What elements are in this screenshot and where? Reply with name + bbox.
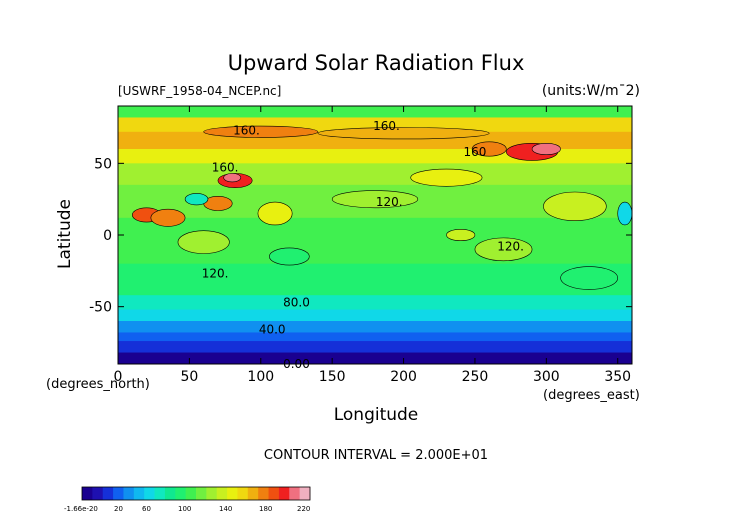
contour-label: 120. <box>202 267 229 281</box>
colorbar-swatch <box>175 487 187 500</box>
field-feature <box>446 228 476 242</box>
y-unit-label: (degrees_north) <box>46 377 150 392</box>
field-feature <box>331 190 419 209</box>
field-feature <box>203 125 319 138</box>
y-tick-label: -50 <box>89 300 112 316</box>
plot-area: 160. 160. 160. 160 120. 120. 120. 80.0 40.0 0.00 <box>117 105 633 371</box>
colorbar-label: 60 <box>142 505 151 513</box>
colorbar-swatch <box>164 487 176 500</box>
x-tick-label: 150 <box>319 369 346 385</box>
colorbar-swatch <box>196 487 207 500</box>
x-tick-label: 350 <box>604 369 631 385</box>
field-feature <box>177 230 230 254</box>
field-feature <box>560 266 619 290</box>
contour-label: 40.0 <box>259 323 286 337</box>
field-feature <box>223 173 242 183</box>
colorbar-swatch <box>92 487 104 500</box>
colorbar-label: 100 <box>178 505 191 513</box>
field-feature <box>474 237 533 262</box>
lat-band <box>118 263 632 296</box>
lat-band <box>118 106 632 118</box>
x-axis: 0 50 100 150 200 250 300 350 <box>114 106 631 385</box>
colorbar-swatch <box>289 487 301 500</box>
contour-labels: 160. 160. 160. 160 120. 120. 120. 80.0 40.0 0.00 <box>202 119 524 371</box>
lat-band <box>118 321 632 333</box>
units-label: (units:W/m¯2) <box>542 83 640 99</box>
lat-band <box>118 341 632 354</box>
colorbar-swatch <box>133 487 145 500</box>
chart-title: Upward Solar Radiation Flux <box>228 51 525 75</box>
y-axis-title: Latitude <box>55 199 75 269</box>
x-tick-label: 200 <box>390 369 417 385</box>
field-feature <box>410 168 483 187</box>
field-feature <box>317 127 490 140</box>
x-tick-label: 50 <box>180 369 198 385</box>
colorbar-swatch <box>113 487 124 500</box>
colorbar-label: 180 <box>259 505 272 513</box>
colorbar-label: 220 <box>297 505 310 513</box>
colorbar-label: 140 <box>219 505 232 513</box>
field-feature <box>543 191 607 221</box>
colorbar-swatch <box>258 487 270 500</box>
colorbar-swatch <box>144 487 156 500</box>
field-feature <box>184 193 209 206</box>
lat-band <box>118 295 632 311</box>
field-feature <box>269 247 310 266</box>
colorbar-swatch <box>278 487 290 500</box>
colorbar-swatch <box>102 487 114 500</box>
contour-label: 120. <box>497 239 524 253</box>
field-feature <box>150 208 186 227</box>
lat-band <box>118 163 632 186</box>
contour-label: 120. <box>376 195 403 209</box>
colorbar-frame <box>81 486 311 501</box>
file-label: [USWRF_1958-04_NCEP.nc] <box>118 84 281 98</box>
colorbar-label: -1.66e-20 <box>64 505 98 513</box>
colorbar-swatch <box>206 487 218 500</box>
x-unit-label: (degrees_east) <box>543 388 640 403</box>
field-feature <box>531 142 561 156</box>
y-axis: -50 0 50 <box>89 156 632 316</box>
colorbar-labels: -1.66e-20 20 60 100 140 180 220 <box>64 505 310 513</box>
lat-band <box>118 309 632 322</box>
contour-label: 160. <box>373 119 400 133</box>
field-feature <box>617 201 633 226</box>
colorbar-swatch <box>237 487 249 500</box>
colorbar <box>81 486 311 501</box>
lat-band <box>118 352 632 365</box>
x-tick-label: 100 <box>247 369 274 385</box>
colorbar-swatch <box>185 487 197 500</box>
colorbar-swatch <box>268 487 280 500</box>
contour-label: 160 <box>463 145 486 159</box>
colorbar-swatch <box>216 487 228 500</box>
lat-band <box>118 332 632 342</box>
contour-label: 160. <box>233 123 260 137</box>
x-tick-label: 300 <box>533 369 560 385</box>
colorbar-swatch <box>247 487 259 500</box>
x-tick-label: 0 <box>114 369 123 385</box>
colorbar-swatch <box>123 487 135 500</box>
colorbar-swatch <box>299 487 311 500</box>
colorbar-swatch <box>227 487 238 500</box>
contour-label: 160. <box>212 161 239 175</box>
colorbar-swatch <box>154 487 166 500</box>
field-feature <box>257 201 293 226</box>
contour-interval-text: CONTOUR INTERVAL = 2.000E+01 <box>264 448 488 463</box>
contour-label: 0.00 <box>283 357 310 371</box>
contour-label: 80.0 <box>283 295 310 309</box>
field-features <box>131 125 633 290</box>
x-tick-label: 250 <box>462 369 489 385</box>
field-feature <box>471 141 507 157</box>
y-tick-label: 0 <box>103 228 112 244</box>
y-tick-label: 50 <box>94 156 112 172</box>
colorbar-swatch <box>82 487 93 500</box>
x-axis-title: Longitude <box>334 405 419 425</box>
colorbar-label: 20 <box>114 505 123 513</box>
